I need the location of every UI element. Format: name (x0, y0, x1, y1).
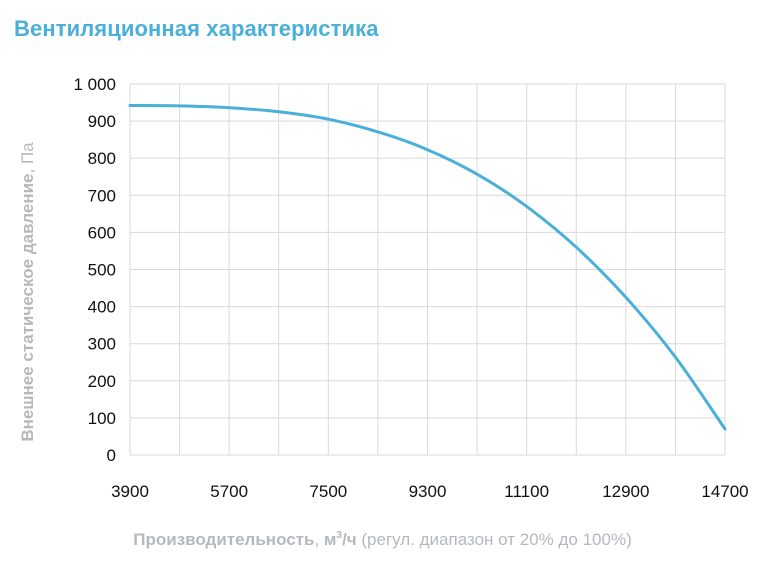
y-tick-label: 0 (107, 446, 116, 465)
y-axis-label-main: Внешнее статическое давление (18, 173, 37, 441)
x-axis-label-note: (регул. диапазон от 20% до 100%) (356, 530, 632, 549)
x-tick-label: 11100 (504, 482, 549, 501)
y-tick-label: 800 (88, 149, 116, 168)
x-axis-label-sep: , (314, 530, 324, 549)
y-tick-label: 600 (88, 223, 116, 242)
y-axis-ticks: 0 100 200 300 400 500 600 700 800 900 1 000 (73, 75, 116, 465)
x-axis-ticks: 3900 5700 7500 9300 11100 12900 14700 (111, 482, 749, 501)
x-tick-label: 9300 (409, 482, 447, 501)
chart-series (128, 104, 727, 431)
y-tick-label: 500 (88, 261, 116, 280)
y-axis-label: Внешнее статическое давление, Па (18, 142, 37, 442)
y-tick-label: 100 (88, 409, 116, 428)
chart-grid (129, 83, 726, 456)
x-tick-label: 14700 (701, 482, 748, 501)
y-tick-label: 200 (88, 372, 116, 391)
x-tick-label: 7500 (309, 482, 347, 501)
x-tick-label: 5700 (210, 482, 248, 501)
series-line (128, 104, 727, 431)
x-axis-label: Производительность, м3/ч (регул. диапазо… (0, 530, 765, 550)
x-axis-unit-sup: 3 (336, 530, 343, 541)
x-tick-label: 12900 (602, 482, 649, 501)
y-tick-label: 1 000 (73, 75, 116, 94)
chart-title: Вентиляционная характеристика (14, 16, 379, 41)
x-axis-unit-post: /ч (342, 530, 357, 549)
y-axis-label-sep: , (18, 164, 37, 173)
y-tick-label: 400 (88, 298, 116, 317)
x-axis-unit-pre: м (323, 530, 337, 549)
y-axis-label-unit: Па (18, 142, 37, 164)
y-tick-label: 300 (88, 335, 116, 354)
x-axis-label-main: Производительность (133, 530, 315, 549)
y-tick-label: 900 (88, 112, 116, 131)
x-tick-label: 3900 (111, 482, 149, 501)
y-tick-label: 700 (88, 186, 116, 205)
